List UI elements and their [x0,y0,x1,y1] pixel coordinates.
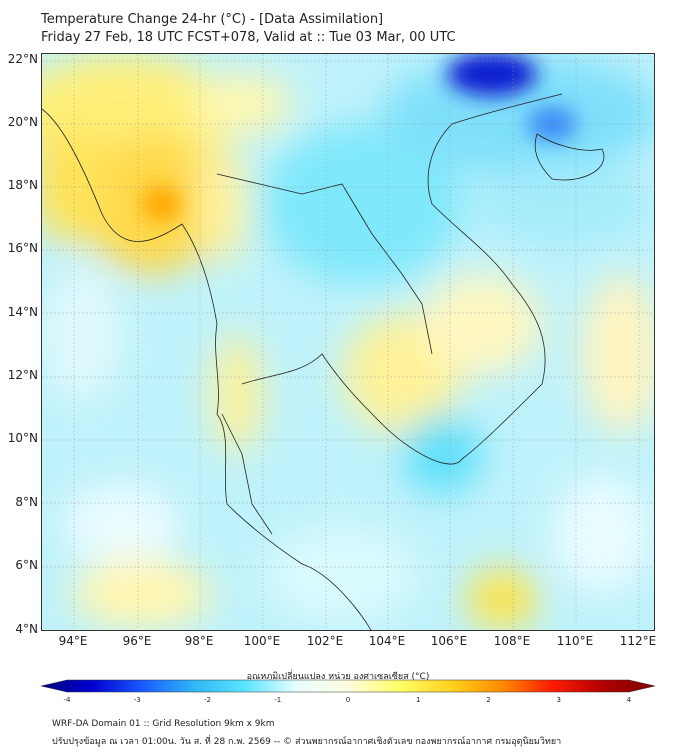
lon-tick: 98°E [184,634,214,648]
lon-tick: 108°E [493,634,531,648]
colorbar-tick: 1 [416,696,421,704]
map-subtitle: Friday 27 Feb, 18 UTC FCST+078, Valid at… [41,30,456,45]
lat-tick: 4°N [15,622,38,636]
lat-tick: 16°N [7,241,38,255]
colorbar-tick: 2 [486,696,491,704]
colorbar-tick: 4 [626,696,632,704]
lat-tick: 14°N [7,305,38,319]
lon-tick: 96°E [122,634,152,648]
colorbar-tick: -1 [274,696,282,704]
lat-tick: 22°N [7,52,38,66]
lat-tick: 10°N [7,431,38,445]
colorbar-tick: -3 [133,696,141,704]
colorbar-tick: -4 [63,696,71,704]
lon-tick: 112°E [619,634,657,648]
coastlines [42,93,605,630]
lon-tick: 110°E [556,634,594,648]
lon-tick: 100°E [243,634,281,648]
lat-tick: 6°N [15,558,38,572]
colorbar-tick: -2 [204,696,211,704]
lat-tick: 8°N [15,495,38,509]
colorbar-label: อุณหภูมิเปลี่ยนแปลง หน่วย องศาเซลเซียส (… [246,672,430,682]
lon-tick: 106°E [430,634,468,648]
map-title: Temperature Change 24-hr (°C) - [Data As… [41,12,384,27]
colorbar-tick: 3 [556,696,561,704]
lon-tick: 102°E [306,634,344,648]
lat-tick: 12°N [7,368,38,382]
temperature-change-map [41,53,655,631]
colorbar [41,679,655,693]
lat-tick: 18°N [7,178,38,192]
colorbar-tick: 0 [345,696,351,704]
lon-tick: 94°E [58,634,88,648]
footer-model-info: WRF-DA Domain 01 :: Grid Resolution 9km … [52,719,275,729]
temperature-field [42,54,654,629]
footer-credit: ปรับปรุงข้อมูล ณ เวลา 01:00น. วัน ส. ที่… [52,737,562,747]
lat-tick: 20°N [7,115,38,129]
gridlines [42,54,654,630]
lon-tick: 104°E [368,634,406,648]
